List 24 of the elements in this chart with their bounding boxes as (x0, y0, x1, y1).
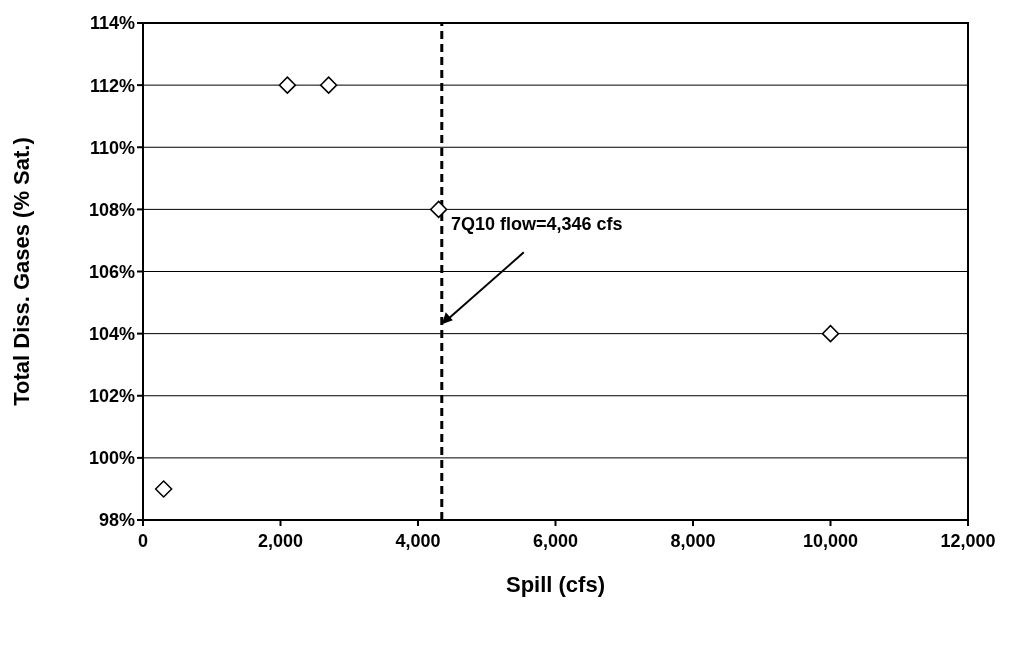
point (429, 200, 448, 219)
x-tick-label: 0 (137, 530, 149, 551)
y-tick-label: 104% (88, 324, 135, 345)
x-tick-label: 8,000 (670, 530, 716, 551)
y-tick-label: 98% (98, 510, 135, 531)
point (821, 324, 840, 343)
y-tick-label: 112% (89, 75, 135, 96)
x-tick-label: 10,000 (802, 530, 859, 551)
y-tick-label: 108% (88, 199, 135, 220)
x-tick-label: 4,000 (395, 530, 441, 551)
y-tick-label: 106% (88, 261, 135, 282)
annotation: 7Q10 flow=4,346 cfs (450, 214, 623, 235)
y-tick-label: 100% (88, 448, 135, 469)
y-tick-label: 102% (88, 386, 135, 407)
y-axis-title: Total Diss. Gases (% Sat.) (8, 137, 34, 406)
point (154, 480, 173, 498)
point (319, 76, 338, 94)
x-tick-label: 12,000 (940, 530, 996, 551)
y-tick-label: 110% (89, 137, 135, 158)
x-tick-label: 2,000 (257, 530, 304, 551)
y-tick-label: 114% (89, 13, 135, 34)
x-axis-title: Spill (cfs) (505, 572, 606, 597)
x-tick-label: 6,000 (532, 530, 579, 551)
point (278, 76, 297, 94)
